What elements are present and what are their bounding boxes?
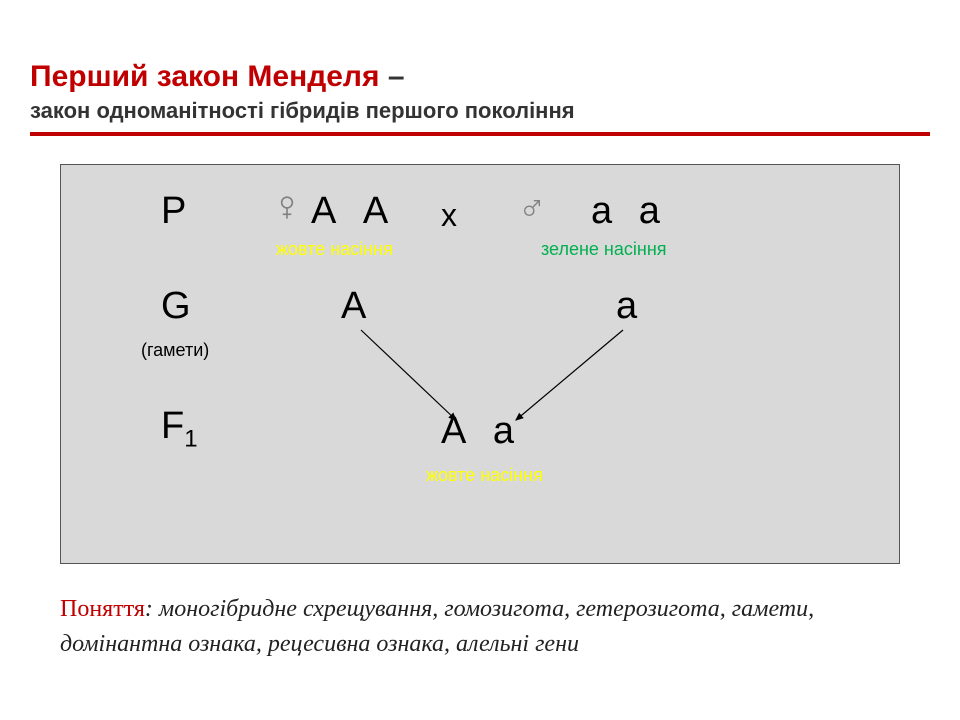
title-line: Перший закон Менделя – — [30, 60, 930, 94]
concepts-label: Поняття — [60, 596, 145, 622]
concepts-text: моногібридне схрещування, гомозигота, ге… — [60, 596, 814, 657]
cross-arrows — [61, 165, 899, 563]
genotype-f1: А а — [441, 410, 522, 453]
caption-f1: жовте насіння — [426, 465, 543, 486]
male-symbol-icon — [521, 193, 543, 228]
concepts-footer: Поняття: моногібридне схрещування, гомоз… — [60, 592, 900, 662]
caption-parent2: зелене насіння — [541, 239, 667, 260]
genotype-parent2: а а — [591, 190, 668, 233]
genetics-diagram: Р А А х а а жовте насіння зелене насіння… — [60, 164, 900, 564]
label-F1: F1 — [161, 405, 198, 454]
title-main: Перший закон Менделя — [30, 60, 379, 93]
genotype-parent1: А А — [311, 190, 396, 233]
cross-symbol: х — [441, 197, 457, 234]
subtitle: закон одноманітності гібридів першого по… — [30, 98, 930, 124]
female-symbol-icon — [276, 195, 298, 230]
gamete-A: А — [341, 285, 366, 328]
divider-bar — [30, 132, 930, 136]
gamete-a: а — [616, 285, 637, 328]
concepts-colon: : — [145, 596, 159, 622]
title-dash: – — [379, 60, 404, 93]
label-parents: Р — [161, 190, 186, 233]
label-gametes-G: G — [161, 285, 191, 328]
f1-letter: F — [161, 405, 184, 447]
caption-parent1: жовте насіння — [276, 239, 393, 260]
label-gametes-note: (гамети) — [141, 340, 209, 361]
slide-header: Перший закон Менделя – закон одноманітно… — [0, 0, 960, 146]
f1-subscript: 1 — [184, 426, 197, 453]
